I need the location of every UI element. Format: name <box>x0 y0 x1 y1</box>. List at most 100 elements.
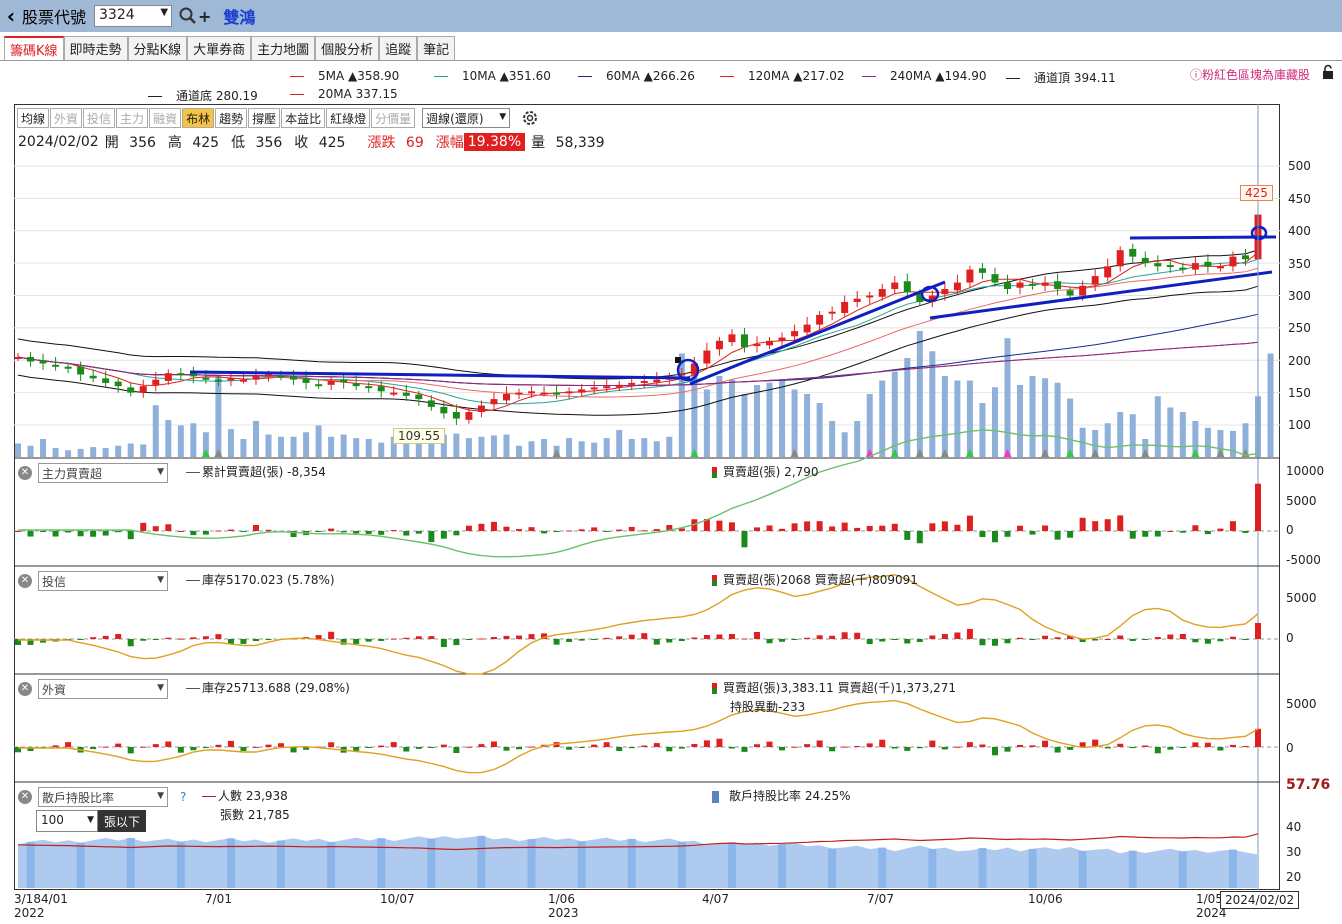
net-bar <box>1017 637 1024 639</box>
foreign-tick: 5000 <box>1286 697 1317 711</box>
trust-select[interactable]: 投信 ▼ <box>38 571 168 591</box>
signal-marker <box>214 449 223 457</box>
close-icon[interactable]: ✕ <box>18 466 32 480</box>
tool-trend[interactable]: 趨勢 <box>215 108 248 128</box>
net-bar <box>65 742 72 747</box>
tab-notes[interactable]: 筆記 <box>417 36 456 60</box>
candle-body <box>1154 263 1162 267</box>
net-bar <box>603 531 610 532</box>
volume-bar <box>453 433 460 457</box>
candle-body <box>866 295 874 298</box>
net-bar <box>390 742 397 747</box>
net-bar <box>152 639 159 640</box>
retail-level-selector: 100 ▼ 張以下 <box>36 810 147 832</box>
tab-realtime[interactable]: 即時走勢 <box>63 36 128 60</box>
volume-bar <box>315 425 322 457</box>
price-tick: 150 <box>1288 386 1311 400</box>
add-icon[interactable]: + <box>198 6 212 26</box>
volume-bar <box>40 439 47 457</box>
net-bar <box>816 635 823 639</box>
candle-body <box>791 331 799 337</box>
volume-bar <box>503 434 510 457</box>
tab-stock-analysis[interactable]: 個股分析 <box>315 36 380 60</box>
tabs-divider <box>0 60 1342 61</box>
close-icon[interactable]: ✕ <box>18 574 32 588</box>
tab-branch-kline[interactable]: 分點K線 <box>127 36 188 60</box>
retail-ratio-bar <box>928 849 937 888</box>
candle-body <box>740 334 748 348</box>
tool-pe[interactable]: 本益比 <box>281 108 326 128</box>
net-bar <box>766 639 773 644</box>
volume-bar <box>328 436 335 457</box>
candle-body <box>578 389 586 393</box>
volume-bar <box>490 435 497 457</box>
net-bar <box>465 746 472 748</box>
volume-bar <box>653 441 660 457</box>
candle-body <box>515 392 523 395</box>
net-bar <box>340 531 347 533</box>
candle-body <box>177 373 185 376</box>
tool-trust[interactable]: 投信 <box>83 108 116 128</box>
net-bar <box>478 523 485 531</box>
retail-tick: 20 <box>1286 870 1302 884</box>
candle-body <box>766 340 774 346</box>
tool-traffic-light[interactable]: 紅綠燈 <box>326 108 371 128</box>
volume-bar <box>1217 430 1224 457</box>
candle-body <box>39 360 47 364</box>
chart-frame <box>14 104 1280 890</box>
volume-bar <box>252 421 259 457</box>
tab-chip-kline[interactable]: 籌碼K線 <box>4 36 64 60</box>
tool-main-force[interactable]: 主力 <box>116 108 149 128</box>
back-icon[interactable]: ‹ <box>6 4 16 28</box>
chevron-down-icon: ▼ <box>499 112 507 122</box>
net-bar <box>791 639 798 640</box>
net-bar <box>340 639 347 645</box>
net-bar <box>202 636 209 639</box>
chevron-down-icon[interactable]: ▼ <box>160 7 169 18</box>
volume-bar <box>365 439 372 457</box>
volume-bar <box>753 385 760 457</box>
main-force-select[interactable]: 主力買賣超 ▼ <box>38 463 168 483</box>
net-bar <box>240 639 247 644</box>
tool-foreign[interactable]: 外資 <box>50 108 83 128</box>
net-bar <box>52 531 59 537</box>
net-bar <box>1042 525 1049 531</box>
net-bar <box>753 744 760 747</box>
net-bar <box>891 523 898 531</box>
search-icon[interactable] <box>178 6 198 26</box>
candle-body <box>903 281 911 293</box>
price-tick: 400 <box>1288 224 1311 238</box>
price-tick: 500 <box>1288 159 1311 173</box>
tool-ma[interactable]: 均線 <box>17 108 50 128</box>
help-icon[interactable]: ? <box>180 790 187 804</box>
tab-main-force-map[interactable]: 主力地圖 <box>251 36 316 60</box>
net-bar <box>90 747 97 750</box>
foreign-select[interactable]: 外資 ▼ <box>38 679 168 699</box>
tool-bollinger[interactable]: 布林 <box>182 108 215 128</box>
tool-price-volume[interactable]: 分價量 <box>371 108 416 128</box>
tab-big-order[interactable]: 大單券商 <box>187 36 252 60</box>
tool-margin[interactable]: 融資 <box>149 108 182 128</box>
signal-marker <box>790 449 799 457</box>
net-bar <box>528 634 535 639</box>
lock-icon[interactable] <box>1320 64 1336 80</box>
net-bar <box>966 742 973 747</box>
close-icon[interactable]: ✕ <box>18 682 32 696</box>
stock-code-input[interactable]: 3324 ▼ <box>94 5 173 27</box>
retail-ratio-bar <box>1028 848 1037 888</box>
main-tabs: 籌碼K線 即時走勢 分點K線 大單券商 主力地圖 個股分析 追蹤 筆記 <box>4 36 456 60</box>
net-bar <box>227 639 234 645</box>
gear-icon[interactable] <box>520 108 540 128</box>
tab-track[interactable]: 追蹤 <box>379 36 418 60</box>
retail-select[interactable]: 散戶持股比率 ▼ <box>38 787 168 807</box>
retail-level-select[interactable]: 100 ▼ <box>36 810 98 832</box>
net-bar <box>1017 745 1024 747</box>
retail-ratio-bar <box>627 838 636 888</box>
net-bar <box>528 527 535 531</box>
date-tick: 4/07 <box>702 892 729 906</box>
close-icon[interactable]: ✕ <box>18 790 32 804</box>
volume-bar <box>290 436 297 457</box>
candle-body <box>1191 263 1199 270</box>
tool-support[interactable]: 撐壓 <box>248 108 281 128</box>
period-select[interactable]: 週線(還原) ▼ <box>422 108 511 128</box>
